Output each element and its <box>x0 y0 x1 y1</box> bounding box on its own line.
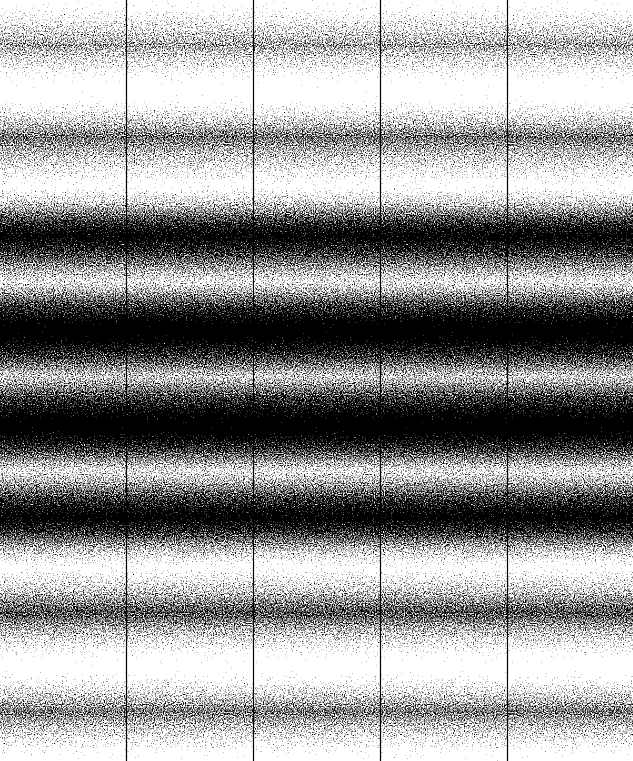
noise-image <box>0 0 633 761</box>
page: (() => { const data = JSON.parse(documen… <box>0 0 633 761</box>
noise-field <box>0 0 633 761</box>
